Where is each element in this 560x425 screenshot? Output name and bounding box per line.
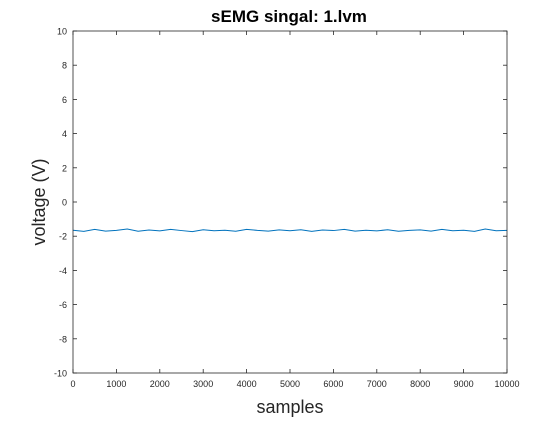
y-tick-label: -8: [59, 334, 67, 344]
y-tick-label: 10: [57, 27, 67, 37]
x-tick-label: 8000: [410, 379, 430, 389]
y-tick-label: 4: [62, 129, 67, 139]
x-tick-label: 6000: [323, 379, 343, 389]
y-tick-label: -4: [59, 266, 67, 276]
x-tick-label: 1000: [106, 379, 126, 389]
y-tick-label: -10: [54, 369, 67, 379]
series-line: [72, 228, 508, 233]
x-tick-label: 4000: [237, 379, 257, 389]
plot-frame: [72, 30, 508, 374]
x-tick-label: 9000: [454, 379, 474, 389]
x-tick-label: 0: [70, 379, 75, 389]
y-tick-label: -2: [59, 232, 67, 242]
y-tick-label: 8: [62, 61, 67, 71]
x-tick-label: 3000: [193, 379, 213, 389]
chart-title: sEMG singal: 1.lvm: [211, 7, 367, 26]
x-tick-label: 2000: [150, 379, 170, 389]
x-tick-label: 10000: [494, 379, 519, 389]
y-tick-label: 2: [62, 163, 67, 173]
x-tick-label: 5000: [280, 379, 300, 389]
x-tick-label: 7000: [367, 379, 387, 389]
x-axis-ticks: 0 1000 2000 3000 4000 5000 6000 7000 8000 9000 100…: [70, 31, 520, 389]
y-tick-label: -6: [59, 300, 67, 310]
y-axis-ticks: -10 -8 -6 -4 -2 0 2 4 6 8 10: [54, 27, 507, 379]
y-tick-label: 6: [62, 95, 67, 105]
y-tick-label: 0: [62, 198, 67, 208]
plot-area: [73, 31, 507, 373]
y-axis-label: voltage (V): [29, 158, 49, 245]
x-axis-label: samples: [256, 397, 323, 417]
